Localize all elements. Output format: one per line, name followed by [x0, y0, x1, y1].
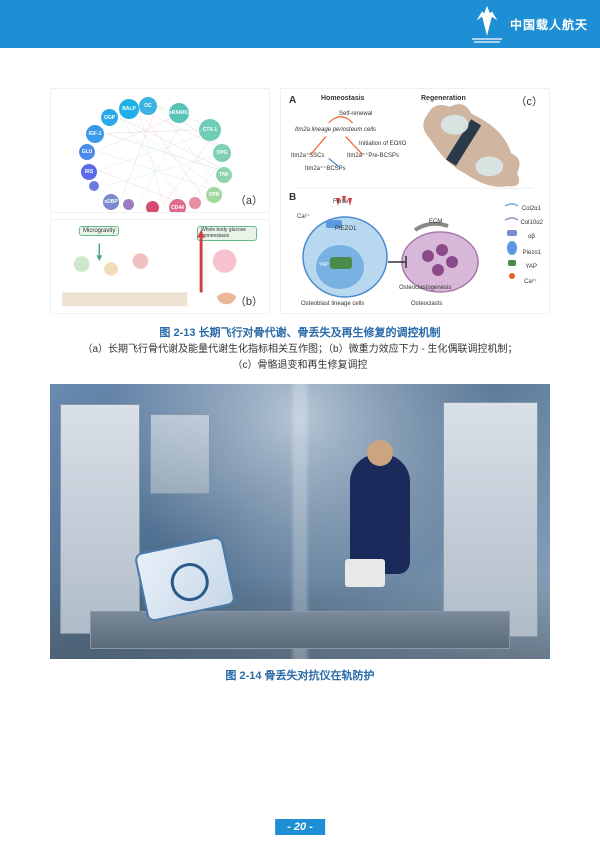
figure-2-14-caption: 图 2-14 骨丢失对抗仪在轨防护: [50, 667, 550, 683]
astronaut-figure: [350, 454, 410, 574]
network-node: [89, 181, 99, 191]
ca-label: Ca²⁺: [297, 213, 310, 220]
figure-2-13-panels: OC sRANKL CTX-1 OPG TNF OPN CD44 sDBP IRS GLUIGF-…: [50, 88, 550, 314]
figure-2-13-subcaption: （a）长期飞行骨代谢及能量代谢生化指标相关互作图；（b）微重力效应下力 - 生化…: [50, 342, 550, 374]
piezo1-label: PIEZO1: [335, 226, 356, 232]
figure-2-13-panel-c: A Homeostasis Regeneration Self-renewal …: [280, 88, 550, 314]
org-logo-block: 中国载人航天: [470, 3, 588, 45]
leg-ca: Ca²⁺: [524, 278, 537, 285]
leg-piezo1: Piezo1: [523, 250, 541, 256]
network-node: OPG: [213, 144, 231, 162]
panel-a-label: （a）: [235, 192, 263, 208]
leg-col2a1: Col2α1: [522, 206, 541, 212]
panel-c-label: （c）: [516, 93, 544, 109]
cmse-logo-icon: [470, 3, 504, 45]
subcap-line2: （c）骨骼退变和再生修复调控: [233, 360, 368, 371]
page-header: 中国载人航天: [0, 0, 600, 48]
network-node: OGP: [101, 109, 118, 126]
network-node: [189, 197, 201, 209]
network-node: sDBP: [103, 194, 119, 210]
leg-col10a2: Col10α2: [521, 220, 543, 226]
figure-2-13-caption: 图 2-13 长期飞行对骨代谢、骨丢失及再生修复的调控机制: [50, 324, 550, 340]
network-node: TNF: [216, 167, 232, 183]
force-label: Force: [333, 199, 348, 205]
figure-2-13-panel-b: Microgravity Whole body glucose homeosta…: [50, 219, 270, 314]
network-node: IGF-1: [86, 125, 104, 143]
tablet-icon: [345, 559, 385, 587]
osteoblast-label: Osteoblast lineage cells: [301, 301, 364, 307]
network-node: [146, 201, 159, 213]
subcap-line1: （a）长期飞行骨代谢及能量代谢生化指标相关互作图；（b）微重力效应下力 - 生化…: [82, 344, 517, 355]
network-node: [123, 199, 134, 210]
network-node: OPN: [206, 187, 222, 203]
leg-ab: αβ: [528, 234, 535, 240]
ecm-label: ECM: [429, 219, 442, 225]
page-content: OC sRANKL CTX-1 OPG TNF OPN CD44 sDBP IRS GLUIGF-…: [0, 48, 600, 683]
network-node: GLU: [79, 144, 95, 160]
page-number: - 20 -: [275, 819, 325, 835]
figure-2-13-panel-a: OC sRANKL CTX-1 OPG TNF OPN CD44 sDBP IRS GLUIGF-…: [50, 88, 270, 213]
network-node: CD44: [169, 199, 186, 213]
osteoclasts-label: Osteoclasts: [411, 301, 442, 307]
osteoclastogenesis-label: Osteoclastogenesis: [399, 285, 451, 291]
yap-nucleus-label: YAP: [319, 262, 329, 268]
org-name: 中国载人航天: [510, 16, 588, 33]
network-node: IRS: [81, 164, 97, 180]
panel-b-label: （b）: [235, 293, 263, 309]
leg-yap: YAP: [525, 264, 537, 270]
network-node: OC: [139, 97, 157, 115]
network-node: BALP: [119, 99, 139, 119]
network-node: sRANKL: [169, 103, 189, 123]
network-node: CTX-1: [199, 119, 221, 141]
figure-2-14-photo: [50, 384, 550, 659]
